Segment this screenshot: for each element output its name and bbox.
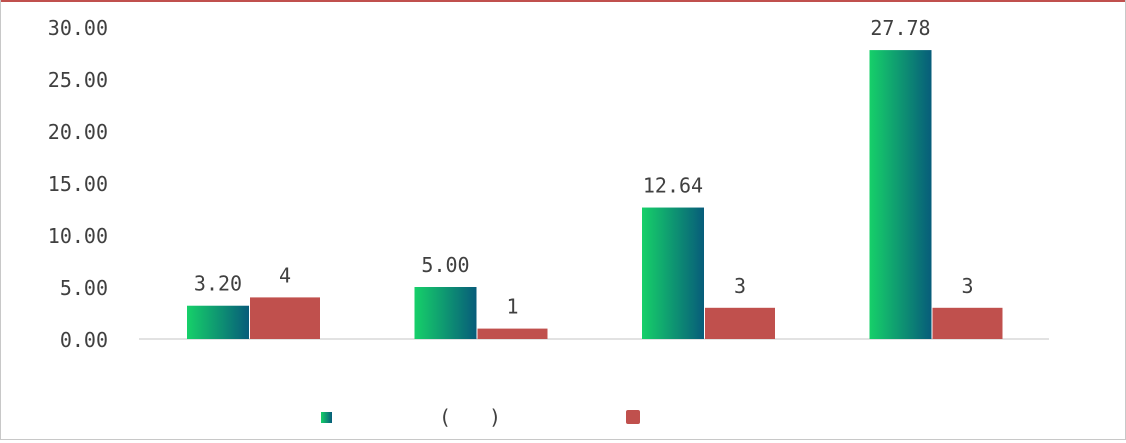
legend: ( )	[321, 405, 640, 429]
y-tick-label: 30.00	[48, 16, 108, 40]
bar-series-2	[477, 328, 548, 339]
data-label-series-1: 12.64	[643, 174, 703, 198]
bar-series-1	[642, 207, 704, 339]
data-label-series-1: 27.78	[870, 16, 930, 40]
bars-group: 3.20 5.00 12.64 27.78 4 1 3 3	[187, 16, 1003, 339]
legend-paren-close: )	[489, 405, 501, 429]
y-axis-ticks: 0.00 5.00 10.00 15.00 20.00 25.00 30.00	[48, 16, 108, 352]
data-label-series-1: 3.20	[194, 272, 242, 296]
y-tick-label: 25.00	[48, 68, 108, 92]
y-tick-label: 20.00	[48, 120, 108, 144]
data-label-series-2: 3	[734, 274, 746, 298]
legend-swatch-series-2	[626, 410, 640, 424]
top-accent-border	[0, 0, 1126, 2]
legend-swatch-series-1	[321, 412, 332, 423]
bar-series-2	[932, 307, 1003, 339]
bar-series-1	[414, 287, 477, 339]
bar-series-1	[869, 50, 932, 339]
data-label-series-1: 5.00	[421, 253, 469, 277]
data-label-series-2: 1	[506, 295, 518, 319]
data-label-series-2: 4	[279, 263, 291, 287]
bar-series-2	[250, 297, 320, 339]
bar-series-2	[705, 307, 775, 339]
y-tick-label: 15.00	[48, 172, 108, 196]
y-tick-label: 0.00	[60, 328, 108, 352]
bar-series-1	[187, 305, 249, 339]
y-tick-label: 10.00	[48, 224, 108, 248]
data-label-series-2: 3	[961, 274, 973, 298]
y-tick-label: 5.00	[60, 276, 108, 300]
legend-paren-open: (	[439, 405, 451, 429]
